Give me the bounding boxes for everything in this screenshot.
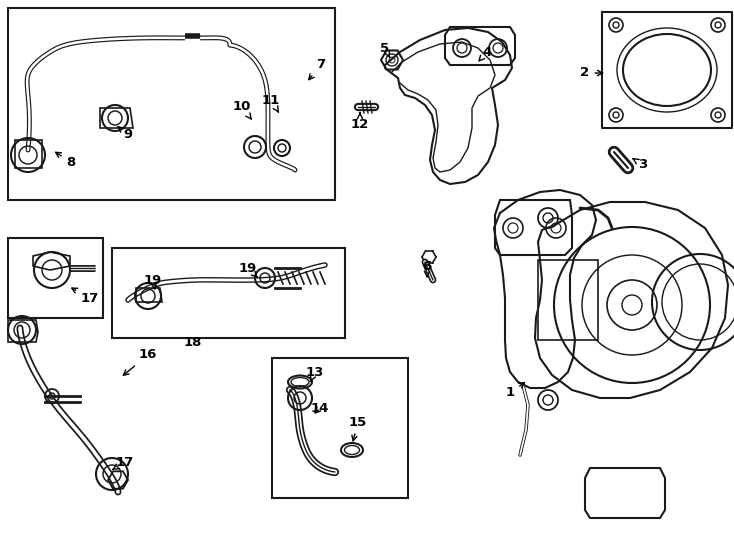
Text: 19: 19 <box>144 273 162 289</box>
Text: 18: 18 <box>184 335 202 348</box>
Text: 3: 3 <box>633 159 647 172</box>
Bar <box>272 358 408 498</box>
Text: 19: 19 <box>239 261 258 278</box>
Text: 9: 9 <box>118 127 133 141</box>
Text: 14: 14 <box>310 402 329 415</box>
Text: 1: 1 <box>506 382 525 400</box>
Text: 2: 2 <box>581 66 603 79</box>
Polygon shape <box>494 190 596 388</box>
Text: 4: 4 <box>479 45 492 61</box>
Text: 11: 11 <box>262 93 280 112</box>
Bar <box>112 248 345 338</box>
Text: 7: 7 <box>309 58 326 80</box>
Bar <box>8 238 103 318</box>
Text: 13: 13 <box>306 366 324 381</box>
Text: 17: 17 <box>113 456 134 469</box>
Text: 8: 8 <box>56 152 76 168</box>
Text: 15: 15 <box>349 415 367 441</box>
Polygon shape <box>535 202 728 398</box>
Bar <box>538 260 598 340</box>
Text: 5: 5 <box>380 42 390 57</box>
Text: 10: 10 <box>233 100 251 119</box>
Text: 12: 12 <box>351 113 369 132</box>
Text: 16: 16 <box>123 348 157 375</box>
Text: 6: 6 <box>422 260 432 277</box>
Polygon shape <box>385 28 512 184</box>
Bar <box>8 8 335 200</box>
Text: 17: 17 <box>72 288 99 305</box>
